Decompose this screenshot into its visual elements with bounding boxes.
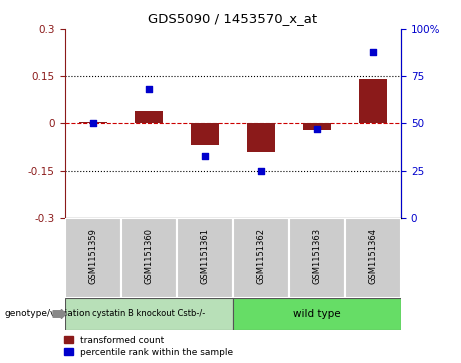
Bar bbox=[289, 218, 345, 298]
Text: wild type: wild type bbox=[293, 309, 341, 319]
Bar bbox=[247, 123, 275, 152]
Point bbox=[313, 126, 321, 132]
Point bbox=[369, 49, 377, 54]
Text: genotype/variation: genotype/variation bbox=[5, 310, 91, 318]
Title: GDS5090 / 1453570_x_at: GDS5090 / 1453570_x_at bbox=[148, 12, 317, 25]
Bar bbox=[233, 298, 401, 330]
Legend: transformed count, percentile rank within the sample: transformed count, percentile rank withi… bbox=[65, 336, 233, 357]
Bar bbox=[233, 218, 289, 298]
Bar bbox=[65, 218, 121, 298]
Text: cystatin B knockout Cstb-/-: cystatin B knockout Cstb-/- bbox=[92, 310, 205, 318]
Text: GSM1151360: GSM1151360 bbox=[144, 228, 153, 284]
Point bbox=[257, 168, 265, 174]
Bar bbox=[121, 218, 177, 298]
Point bbox=[145, 86, 152, 92]
Bar bbox=[177, 218, 233, 298]
Bar bbox=[135, 111, 163, 123]
Bar bbox=[345, 218, 401, 298]
Point bbox=[201, 152, 208, 158]
Bar bbox=[65, 298, 233, 330]
Bar bbox=[303, 123, 331, 130]
Text: GSM1151363: GSM1151363 bbox=[313, 228, 321, 284]
Point bbox=[89, 121, 96, 126]
Bar bbox=[191, 123, 219, 146]
Text: GSM1151362: GSM1151362 bbox=[256, 228, 266, 284]
Bar bbox=[78, 122, 106, 123]
Text: GSM1151361: GSM1151361 bbox=[200, 228, 209, 284]
Text: GSM1151359: GSM1151359 bbox=[88, 228, 97, 284]
Text: GSM1151364: GSM1151364 bbox=[368, 228, 378, 284]
Bar bbox=[359, 79, 387, 123]
